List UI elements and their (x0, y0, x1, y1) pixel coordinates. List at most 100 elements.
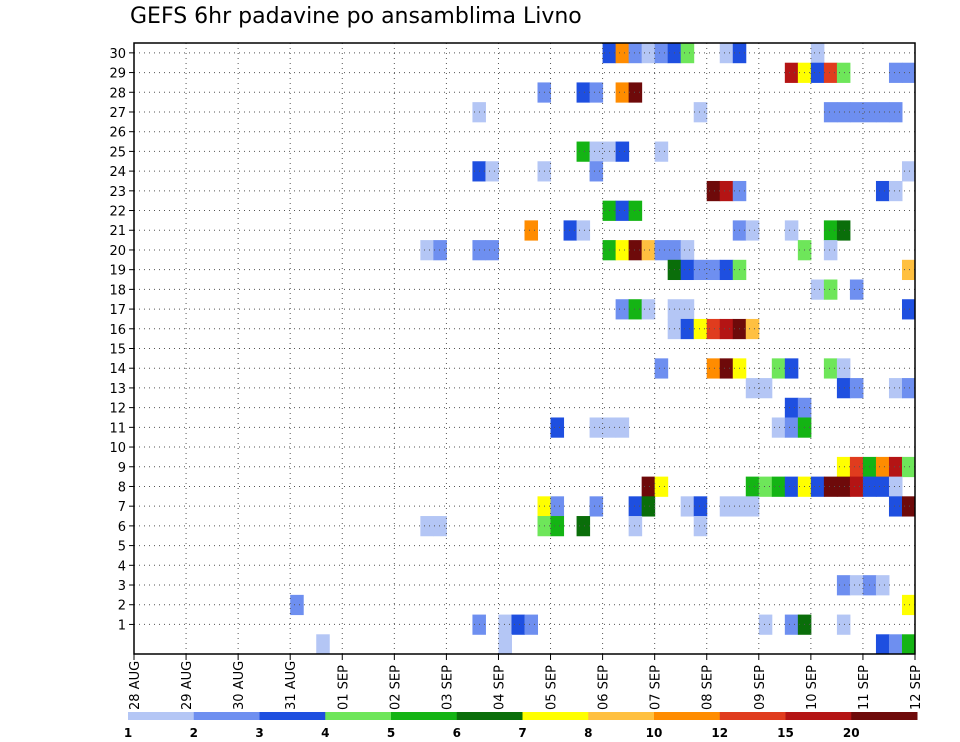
heatmap-cell (758, 378, 773, 399)
heatmap-cell (784, 614, 799, 635)
y-tick-label: 13 (109, 382, 126, 397)
colorbar-label: 6 (453, 726, 461, 740)
y-tick-label: 23 (109, 185, 126, 200)
heatmap-cell (784, 220, 799, 241)
heatmap-cell (849, 456, 864, 478)
heatmap-cell (901, 594, 916, 616)
colorbar-swatch (128, 712, 195, 720)
heatmap-cell (901, 161, 916, 182)
y-tick-label: 9 (118, 461, 126, 476)
heatmap-cell (485, 240, 499, 261)
heatmap-cell (745, 220, 760, 241)
heatmap-cell (615, 299, 630, 320)
heatmap-cell (680, 496, 695, 517)
heatmap-cell (810, 43, 825, 64)
heatmap-cell (511, 614, 525, 635)
heatmap-cell (823, 102, 838, 123)
heatmap-cell (901, 456, 916, 478)
heatmap-cell (485, 161, 499, 182)
heatmap-cell (836, 614, 851, 635)
heatmap-cell (641, 299, 656, 320)
heatmap-cell (693, 102, 708, 123)
heatmap-cell (680, 318, 695, 340)
y-tick-label: 16 (109, 323, 126, 338)
heatmap-cell (576, 220, 591, 241)
x-tick-label: 07 SEP (649, 665, 664, 710)
y-tick-label: 19 (109, 264, 126, 279)
colorbar-swatch (259, 712, 326, 720)
y-tick-label: 15 (109, 343, 126, 358)
heatmap-cell (719, 318, 734, 340)
heatmap-cell (836, 378, 851, 399)
heatmap-cell (836, 575, 851, 596)
x-tick-label: 29 AUG (180, 661, 195, 710)
heatmap-cell (433, 240, 447, 261)
heatmap-cell (576, 82, 591, 103)
colorbar-label: 3 (255, 726, 263, 740)
heatmap-cell (836, 358, 851, 379)
heatmap-cell (901, 634, 916, 655)
heatmap-cell (628, 299, 643, 320)
heatmap-cell (823, 62, 838, 83)
heatmap-cell (888, 634, 903, 655)
y-tick-label: 22 (109, 205, 126, 220)
heatmap-cell (888, 476, 903, 497)
heatmap-cell (576, 141, 591, 162)
colorbar-label: 12 (711, 726, 728, 740)
heatmap-cell (589, 82, 604, 103)
heatmap-cell (888, 102, 903, 123)
heatmap-cell (849, 279, 864, 300)
heatmap-cell (823, 220, 838, 241)
chart-title: GEFS 6hr padavine po ansamblima Livno (130, 4, 582, 29)
y-tick-label: 25 (109, 145, 126, 160)
colorbar-swatch (391, 712, 458, 720)
heatmap-cell (810, 279, 825, 300)
heatmap-cell (706, 358, 721, 379)
heatmap-cell (680, 240, 695, 261)
x-tick-label: 28 AUG (128, 661, 143, 710)
heatmap-cell (888, 180, 903, 202)
heatmap-cell (823, 240, 838, 261)
heatmap-cell (628, 496, 643, 517)
grid (134, 43, 915, 654)
heatmap-cell (706, 318, 721, 340)
y-tick-label: 26 (109, 126, 126, 141)
heatmap-cell (628, 82, 643, 103)
heatmap-cell (550, 496, 565, 517)
heatmap-cell (654, 476, 669, 497)
heatmap-cell (290, 594, 304, 616)
x-tick-label: 11 SEP (857, 665, 872, 710)
colorbar-swatch (325, 712, 392, 720)
heatmap-cell (589, 496, 604, 517)
heatmap-cell (628, 516, 643, 537)
y-tick-label: 12 (109, 402, 126, 417)
colorbar-label: 4 (321, 726, 329, 740)
y-tick-label: 2 (118, 599, 126, 614)
x-tick-label: 30 AUG (232, 661, 247, 710)
colorbar-swatch (588, 712, 655, 720)
y-tick-label: 6 (118, 520, 126, 535)
heatmap-cell (706, 259, 721, 281)
heatmap-cell (875, 456, 890, 478)
colorbar-legend: 1 2 3 4 5 6 7 8 10 12 15 20 (124, 712, 918, 740)
heatmap-cell (615, 200, 630, 221)
y-tick-label: 1 (118, 618, 126, 633)
heatmap-cell (875, 102, 890, 123)
heatmap-cell (771, 358, 786, 379)
y-tick-label: 20 (109, 244, 126, 259)
colorbar-label: 10 (646, 726, 663, 740)
y-tick-label: 27 (109, 106, 126, 121)
heatmap-cell (901, 62, 916, 83)
heatmap-cell (784, 62, 799, 83)
y-tick-label: 17 (109, 303, 126, 318)
colorbar-swatch (654, 712, 721, 720)
heatmap-cell (836, 62, 851, 83)
heatmap-cell (654, 43, 669, 64)
heatmap-cell (745, 318, 760, 340)
heatmap-cell (719, 43, 734, 64)
heatmap-cell (810, 62, 825, 83)
heatmap-cell (849, 476, 864, 497)
heatmap-cell (563, 220, 578, 241)
colorbar-swatch (719, 712, 786, 720)
heatmap-cell (615, 240, 630, 261)
